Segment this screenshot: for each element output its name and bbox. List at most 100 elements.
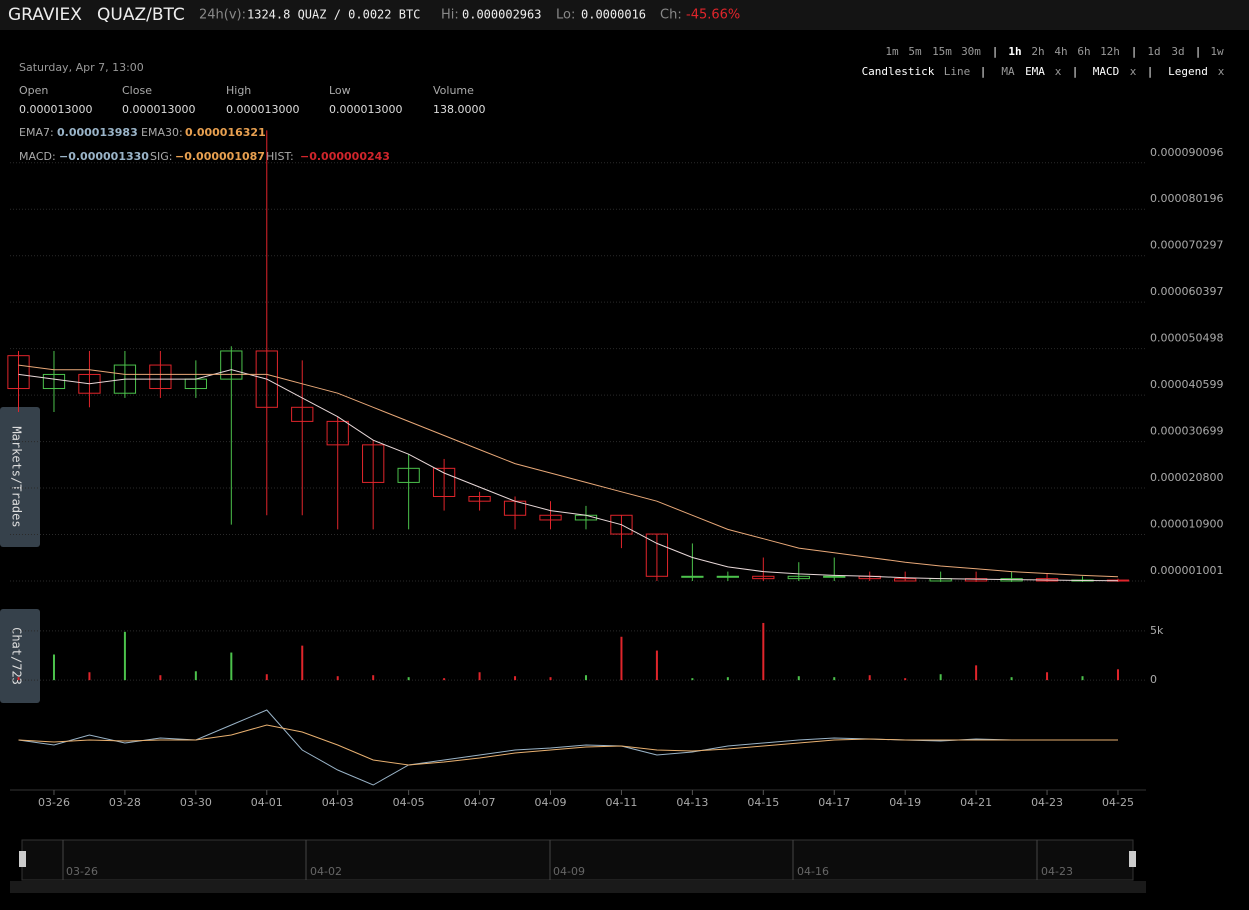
side-tab[interactable] [0, 609, 40, 703]
volume-bar [868, 675, 871, 681]
candle-body [823, 575, 846, 578]
indicator-line [18, 369, 1119, 582]
x-tick-label: 04-19 [889, 796, 921, 809]
x-tick-label: 04-13 [676, 796, 708, 809]
candle-body [326, 420, 349, 446]
change: -45.66% [686, 8, 740, 23]
candle-body [539, 514, 562, 521]
interval[interactable]: 6h [1077, 45, 1090, 58]
field-label: Volume [433, 84, 474, 97]
navigator-handle[interactable] [1129, 851, 1136, 867]
ch-label: Ch: [660, 8, 682, 23]
navigator-handle[interactable] [19, 851, 26, 867]
y-tick-label: 0.000060397 [1150, 285, 1223, 298]
volume-bar [833, 677, 836, 681]
interval[interactable]: 15m [932, 45, 952, 58]
x-tick-label: 04-21 [960, 796, 992, 809]
volume-bar [1046, 672, 1049, 681]
y-tick-label: 5k [1150, 624, 1164, 637]
macd-label: MACD: [19, 150, 56, 163]
candle-body [255, 350, 278, 408]
y-tick-label: 0.000010900 [1150, 518, 1223, 531]
indicator-line [18, 364, 1119, 578]
ema-value: 0.000013983 [57, 126, 138, 139]
x-tick-label: 03-30 [180, 796, 212, 809]
volume-bar [691, 678, 694, 681]
interval-active[interactable]: 1h [1008, 45, 1021, 58]
interval[interactable]: 1d [1147, 45, 1160, 58]
volume-bar [88, 672, 91, 681]
interval[interactable]: 1m [885, 45, 899, 58]
x-tick-label: 04-01 [251, 796, 283, 809]
x-tick-label: 04-07 [464, 796, 496, 809]
field-value: 138.0000 [433, 103, 486, 116]
y-tick-label: 0.000040599 [1150, 378, 1223, 391]
candle-body [78, 373, 101, 394]
volume-bar [372, 675, 375, 681]
indicator[interactable]: MACD [1093, 65, 1120, 78]
field-label: Close [122, 84, 152, 97]
volume: 1324.8 QUAZ / 0.0022 BTC [247, 8, 420, 22]
candle-body [7, 355, 30, 390]
interval[interactable]: 5m [908, 45, 922, 58]
legend-toggle[interactable]: Legend [1168, 65, 1208, 78]
legend-date: Saturday, Apr 7, 13:00 [19, 61, 144, 74]
interval[interactable]: 1w [1210, 45, 1224, 58]
separator: | [1147, 65, 1154, 78]
field-value: 0.000013000 [226, 103, 299, 116]
interval[interactable]: 4h [1054, 45, 1067, 58]
field-label: High [226, 84, 251, 97]
side-tab-label[interactable]: Chat/723 [10, 627, 24, 685]
y-tick-label: 0 [1150, 673, 1157, 686]
volume-bar [443, 678, 446, 681]
remove[interactable]: x [1130, 65, 1137, 78]
interval[interactable]: 3d [1171, 45, 1184, 58]
scrollbar[interactable] [10, 881, 1146, 893]
x-tick-label: 04-25 [1102, 796, 1134, 809]
volume-bar [194, 671, 197, 681]
volume-bar [265, 674, 268, 681]
candle-body [681, 575, 704, 578]
x-tick-label: 04-09 [535, 796, 567, 809]
navigator-label: 03-26 [66, 865, 98, 878]
remove[interactable]: x [1218, 65, 1225, 78]
volume-bar [1116, 669, 1119, 681]
separator: | [1195, 45, 1202, 58]
navigator-label: 04-16 [797, 865, 829, 878]
volume-bar [230, 652, 233, 681]
interval[interactable]: 2h [1031, 45, 1044, 58]
side-tab-label[interactable]: Markets/Trades [10, 426, 24, 527]
field-label: Open [19, 84, 48, 97]
ema-label: EMA7: [19, 126, 54, 139]
remove[interactable]: x [1055, 65, 1062, 78]
macd-value: −0.000000243 [300, 150, 390, 163]
separator: | [1131, 45, 1138, 58]
interval[interactable]: 12h [1100, 45, 1120, 58]
x-tick-label: 04-11 [605, 796, 637, 809]
indicator[interactable]: EMA [1025, 65, 1045, 78]
volume-bar [797, 676, 800, 681]
volume-bar [123, 631, 126, 681]
candle-body [220, 350, 243, 380]
volume-bar [336, 676, 339, 681]
pair: QUAZ/BTC [97, 5, 185, 25]
top-bar [0, 0, 1249, 30]
volume-bar [975, 665, 978, 681]
navigator-label: 04-09 [553, 865, 585, 878]
candle-body [645, 533, 669, 577]
macd-label: HIST: [266, 150, 294, 163]
separator: | [992, 45, 999, 58]
field-value: 0.000013000 [19, 103, 92, 116]
candle-body [42, 373, 66, 390]
field-label: Low [329, 84, 351, 97]
hi: 0.000002963 [462, 8, 541, 22]
volume-bar [478, 672, 481, 681]
interval[interactable]: 30m [961, 45, 981, 58]
volume-label: 24h(v): [199, 8, 246, 23]
indicator[interactable]: MA [1001, 65, 1015, 78]
y-tick-label: 0.000030699 [1150, 425, 1223, 438]
volume-bar [655, 650, 658, 681]
volume-bar [620, 636, 623, 681]
chart-type-active[interactable]: Candlestick [862, 65, 935, 78]
chart-type[interactable]: Line [944, 65, 971, 78]
